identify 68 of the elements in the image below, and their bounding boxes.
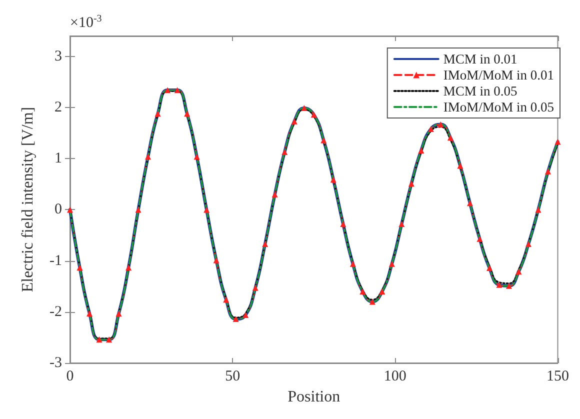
point	[291, 118, 298, 124]
point	[398, 221, 405, 228]
point	[476, 236, 483, 242]
point	[262, 240, 268, 247]
point	[506, 282, 512, 289]
point	[116, 310, 122, 316]
point	[544, 168, 551, 174]
point	[350, 260, 356, 267]
point	[76, 264, 83, 270]
point	[67, 206, 73, 213]
point	[194, 154, 200, 160]
point	[496, 282, 502, 288]
point	[486, 264, 492, 271]
x-tick-label: 50	[225, 368, 240, 384]
legend-label: MCM in 0.05	[443, 84, 518, 98]
point	[252, 284, 258, 291]
point	[369, 298, 376, 305]
point	[340, 221, 346, 228]
x-tick-label: 0	[66, 368, 74, 384]
point	[204, 206, 210, 213]
point	[106, 336, 112, 342]
point	[466, 200, 473, 206]
point	[408, 180, 414, 187]
legend-label: IMoM/MoM in 0.01	[443, 68, 554, 82]
legend-label: IMoM/MoM in 0.05	[443, 100, 554, 114]
point	[457, 162, 464, 169]
point	[447, 134, 454, 141]
point	[164, 87, 171, 94]
point	[330, 176, 336, 183]
point	[272, 191, 278, 198]
point	[388, 260, 395, 267]
point	[126, 264, 132, 270]
point	[379, 288, 386, 294]
point	[154, 110, 161, 117]
y-tick-label: -1	[50, 252, 62, 269]
point	[525, 240, 532, 247]
y-tick-label: 2	[54, 100, 62, 116]
point	[213, 257, 220, 264]
y-axis-title: Electric field intensity [V/m]	[20, 106, 36, 292]
y-tick-label: -2	[50, 304, 62, 320]
point	[223, 296, 230, 303]
point	[86, 310, 93, 316]
x-axis-title: Position	[288, 388, 340, 406]
point	[184, 110, 190, 117]
point	[145, 154, 152, 160]
point	[320, 137, 327, 144]
point	[282, 148, 288, 155]
x-tick-label: 100	[384, 368, 406, 384]
point	[242, 312, 249, 318]
y-tick-label: 1	[54, 150, 62, 167]
point	[135, 206, 142, 213]
point	[418, 147, 424, 154]
y-tick-label: 3	[54, 48, 62, 64]
legend-label: MCM in 0.01	[443, 52, 518, 66]
point	[301, 105, 308, 112]
point	[232, 316, 239, 322]
point	[554, 138, 561, 145]
point	[438, 121, 444, 128]
y-tick-label: -3	[50, 355, 62, 371]
point	[516, 268, 522, 275]
point	[310, 112, 317, 118]
point	[428, 126, 434, 132]
point	[96, 336, 102, 342]
point	[174, 87, 180, 94]
point	[535, 206, 542, 213]
x-tick-label: 150	[546, 368, 569, 384]
point	[360, 288, 366, 294]
y-tick-label: 0	[54, 202, 62, 218]
